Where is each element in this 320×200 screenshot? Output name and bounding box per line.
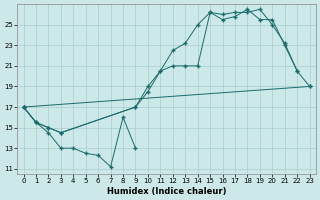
X-axis label: Humidex (Indice chaleur): Humidex (Indice chaleur) bbox=[107, 187, 226, 196]
